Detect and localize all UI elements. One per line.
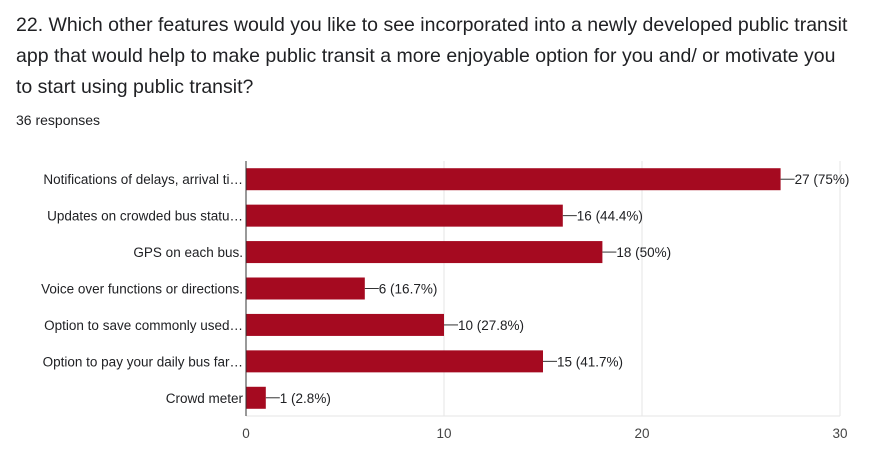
category-label: Updates on crowded bus statu… bbox=[47, 209, 243, 224]
value-label: 1 (2.8%) bbox=[280, 391, 331, 406]
category-label: Option to pay your daily bus far… bbox=[43, 354, 243, 369]
value-label: 27 (75%) bbox=[795, 172, 850, 187]
response-count: 36 responses bbox=[16, 112, 101, 128]
value-labels: 27 (75%) 16 (44.4%) 18 (50%) 6 (16.7%) 10 (2… bbox=[265, 172, 850, 406]
value-label: 10 (27.8%) bbox=[458, 318, 524, 333]
value-label: 16 (44.4%) bbox=[577, 209, 643, 224]
gridlines bbox=[245, 161, 841, 417]
bar bbox=[246, 241, 603, 264]
x-tick-label: 10 bbox=[436, 426, 451, 441]
bar bbox=[246, 313, 444, 336]
x-tick-label: 0 bbox=[242, 426, 250, 441]
value-label: 15 (41.7%) bbox=[557, 354, 623, 369]
x-tick-label: 20 bbox=[634, 426, 649, 441]
category-label: Option to save commonly used… bbox=[44, 318, 243, 333]
x-tick-label: 30 bbox=[832, 426, 847, 441]
bar bbox=[246, 204, 563, 227]
value-label: 18 (50%) bbox=[616, 245, 671, 260]
bar bbox=[246, 386, 266, 409]
bars bbox=[246, 168, 781, 409]
value-label: 6 (16.7%) bbox=[379, 282, 438, 297]
category-label: Crowd meter bbox=[166, 391, 244, 406]
bar bbox=[246, 277, 365, 300]
category-label: Voice over functions or directions. bbox=[41, 282, 243, 297]
category-label: GPS on each bus. bbox=[133, 245, 243, 260]
x-axis-ticks: 0 10 20 30 bbox=[242, 161, 848, 441]
bar bbox=[246, 350, 543, 373]
category-labels: Notifications of delays, arrival ti… Upda… bbox=[41, 172, 243, 406]
category-label: Notifications of delays, arrival ti… bbox=[43, 172, 243, 187]
bar bbox=[246, 168, 781, 191]
question-title: 22. Which other features would you like … bbox=[16, 14, 848, 98]
